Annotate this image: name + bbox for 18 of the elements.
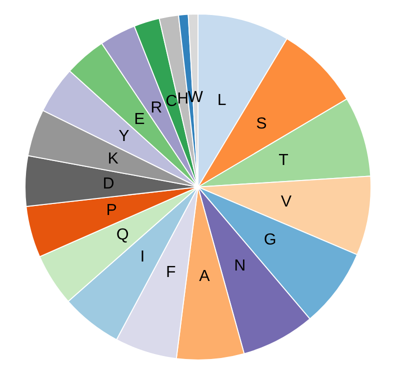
slice-label: V (280, 194, 292, 211)
slice-label: T (278, 152, 289, 170)
slice-label: G (264, 232, 276, 249)
slice-label: P (106, 202, 117, 219)
slice-label: H (177, 90, 189, 108)
slice-label: Y (118, 128, 130, 146)
slice-label: N (234, 258, 246, 275)
slice-label: F (166, 264, 176, 281)
slice-label: Q (116, 226, 129, 244)
slice-label: C (166, 93, 178, 110)
slice-label: D (102, 175, 114, 192)
slice-label: I (140, 248, 145, 266)
slice-label: L (217, 92, 226, 110)
slice-label: E (134, 110, 145, 128)
slice-label: R (150, 99, 162, 116)
slice-label: S (256, 115, 267, 132)
slice-label: A (199, 268, 210, 285)
slice-label: K (108, 150, 119, 168)
